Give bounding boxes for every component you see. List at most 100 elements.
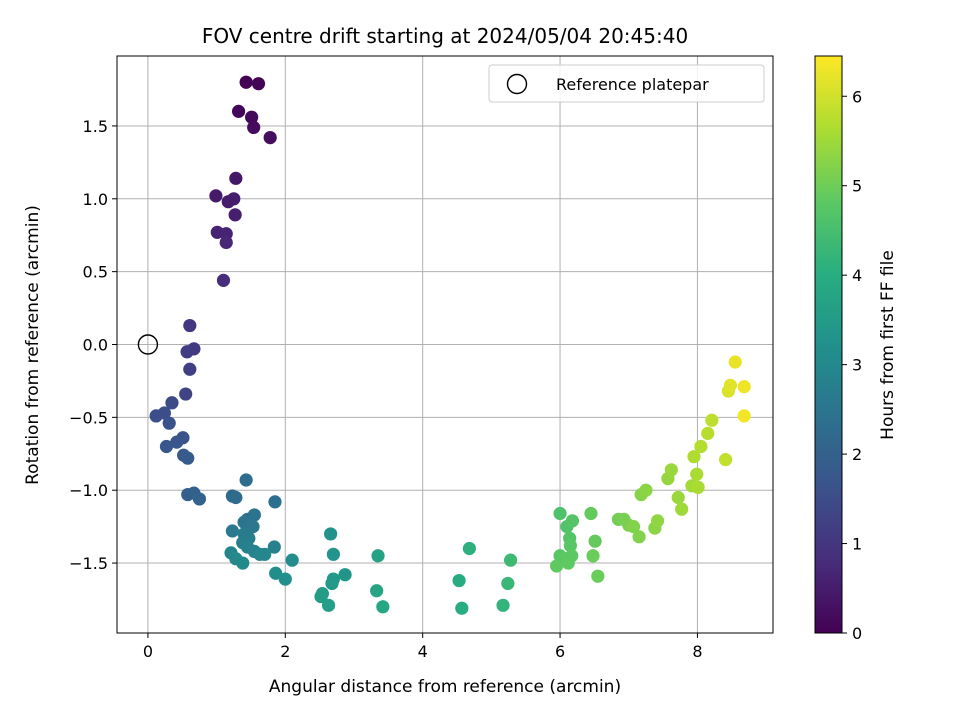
colorbar-tick-label: 2 [852, 445, 862, 464]
data-point [565, 514, 580, 528]
data-point [650, 514, 665, 528]
data-point [225, 524, 240, 538]
data-point [269, 566, 283, 580]
x-axis-ticks: 0 2 4 6 8 [143, 633, 703, 661]
data-point [691, 480, 705, 494]
data-point [181, 451, 195, 465]
data-point [504, 553, 518, 567]
colorbar-tick-label: 6 [852, 87, 862, 106]
y-tick-label: 1.5 [83, 117, 108, 136]
scatter-points [137, 75, 751, 615]
x-tick-label: 2 [280, 642, 290, 661]
data-point [671, 490, 685, 505]
data-point [246, 520, 260, 534]
x-tick-label: 8 [692, 642, 702, 661]
data-point [371, 549, 385, 563]
legend-box [488, 64, 765, 103]
data-point [159, 439, 174, 454]
data-point [278, 572, 292, 586]
data-point [737, 380, 751, 394]
data-point [231, 104, 246, 118]
data-point [183, 318, 197, 333]
colorbar-tick-label: 0 [852, 624, 862, 643]
data-point [563, 538, 577, 553]
colorbar-ticks: 0 1 2 3 4 5 6 [842, 87, 862, 643]
data-point [728, 355, 742, 369]
data-point [192, 492, 207, 506]
colorbar-label: Hours from first FF file [878, 250, 898, 440]
data-point [326, 547, 340, 561]
data-point [694, 439, 708, 454]
data-point [455, 601, 469, 615]
data-point [149, 409, 163, 423]
data-point [251, 77, 266, 91]
data-point [701, 426, 715, 440]
data-point [591, 569, 605, 583]
data-point [462, 541, 476, 556]
data-point [285, 553, 299, 567]
colorbar: 0 1 2 3 4 5 6 Hours from first FF file [814, 55, 898, 643]
data-point [550, 559, 564, 573]
data-point [501, 576, 515, 591]
data-point [239, 75, 253, 89]
x-axis-label: Angular distance from reference (arcmin) [269, 677, 621, 697]
grid-lines [117, 56, 773, 633]
data-point [632, 530, 646, 544]
colorbar-tick-label: 4 [852, 266, 862, 285]
data-point [586, 549, 600, 563]
data-point [737, 409, 751, 423]
x-tick-label: 0 [143, 642, 153, 661]
data-point [496, 598, 510, 612]
data-point [162, 416, 176, 430]
data-point [723, 378, 738, 392]
data-point [588, 534, 602, 548]
data-point [227, 192, 241, 206]
y-tick-label: 0.5 [83, 263, 108, 282]
data-point [690, 467, 704, 481]
data-point [268, 495, 282, 509]
legend-marker-reference [506, 73, 528, 95]
data-point [239, 473, 253, 487]
data-point [338, 568, 352, 582]
chart-title: FOV centre drift starting at 2024/05/04 … [202, 24, 688, 48]
data-point [258, 547, 272, 561]
data-point [229, 171, 243, 185]
data-point [219, 235, 233, 250]
data-point [321, 598, 336, 612]
x-tick-label: 4 [418, 642, 428, 661]
y-tick-label: −1.0 [69, 481, 108, 500]
data-point [314, 589, 328, 604]
y-tick-label: −1.5 [69, 554, 108, 573]
data-point [170, 435, 184, 449]
data-point [705, 413, 719, 427]
data-point [452, 573, 466, 588]
data-point [228, 208, 242, 222]
data-point [216, 273, 231, 287]
data-point [325, 576, 339, 591]
data-point [324, 527, 338, 541]
data-point [561, 556, 575, 570]
y-tick-label: 0.0 [83, 336, 108, 355]
data-point [370, 584, 384, 598]
data-point [263, 130, 277, 145]
data-point [179, 387, 193, 401]
x-tick-label: 6 [555, 642, 565, 661]
data-point [229, 490, 243, 505]
reference-platepar-marker [137, 334, 159, 355]
data-point [209, 189, 223, 203]
data-point [267, 540, 281, 554]
y-axis-label: Rotation from reference (arcmin) [23, 205, 43, 485]
colorbar-tick-label: 5 [852, 177, 862, 196]
colorbar-gradient [814, 55, 843, 634]
data-point [236, 556, 250, 570]
data-point [180, 345, 194, 359]
data-point [165, 396, 179, 410]
colorbar-tick-label: 1 [852, 535, 862, 554]
data-point [376, 600, 390, 614]
data-point [687, 450, 701, 464]
data-point [247, 508, 261, 522]
data-point [584, 506, 598, 521]
legend: Reference platepar [488, 64, 765, 103]
data-point [245, 110, 259, 124]
